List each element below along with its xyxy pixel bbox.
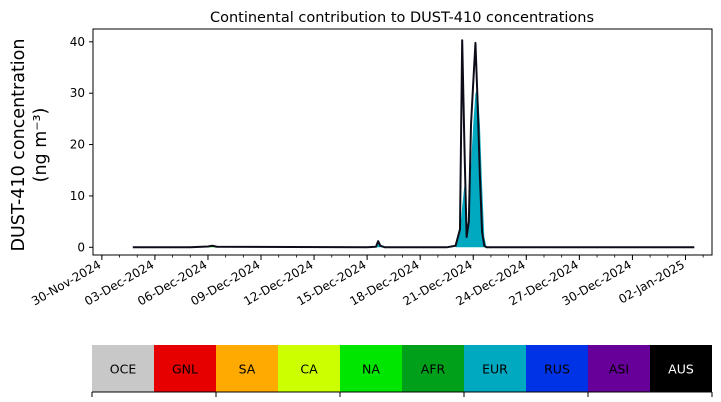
legend-swatch — [154, 345, 216, 392]
legend-swatch — [526, 345, 588, 392]
legend-label: NA — [362, 362, 380, 377]
legend-swatch — [402, 345, 464, 392]
legend-label: SA — [239, 362, 256, 377]
area-eur — [132, 88, 695, 248]
legend-item-na: NA — [340, 345, 402, 392]
y-axis-label-units: (ng m⁻³) — [31, 108, 51, 183]
legend-item-eur: EUR — [464, 345, 526, 392]
legend-swatch — [464, 345, 526, 392]
legend: OCE GNL SA CA NA AFR EUR RUS ASI AUS — [91, 345, 713, 397]
plot-frame — [92, 28, 713, 256]
chart-title: Continental contribution to DUST-410 con… — [210, 10, 594, 26]
legend-item-sa: SA — [216, 345, 278, 392]
legend-label: ASI — [609, 362, 629, 377]
legend-swatch — [340, 345, 402, 392]
legend-item-asi: ASI — [588, 345, 650, 392]
legend-label: RUS — [544, 362, 570, 377]
legend-label: EUR — [482, 362, 508, 377]
y-tick-label: 10 — [70, 189, 85, 203]
legend-item-afr: AFR — [402, 345, 464, 392]
y-tick-label: 20 — [70, 138, 85, 152]
legend-item-ca: CA — [278, 345, 340, 392]
legend-item-gnl: GNL — [154, 345, 216, 392]
y-tick-label: 0 — [77, 240, 85, 254]
y-axis-label: DUST-410 concentration (ng m⁻³) — [9, 39, 51, 252]
legend-item-aus: AUS — [650, 345, 712, 392]
y-axis-label-main: DUST-410 concentration — [9, 39, 29, 252]
plot-area: 01020304030-Nov-202403-Dec-202406-Dec-20… — [29, 28, 713, 308]
legend-swatch — [278, 345, 340, 392]
total-line — [132, 39, 695, 249]
legend-swatch — [588, 345, 650, 392]
y-tick-label: 40 — [70, 35, 85, 49]
legend-item-rus: RUS — [526, 345, 588, 392]
legend-label: AFR — [421, 362, 446, 377]
legend-label: GNL — [172, 362, 198, 377]
legend-label: AUS — [668, 362, 694, 377]
y-tick-label: 30 — [70, 86, 85, 100]
legend-label: OCE — [110, 362, 137, 377]
legend-swatch — [216, 345, 278, 392]
legend-item-oce: OCE — [92, 345, 154, 392]
legend-label: CA — [300, 362, 318, 377]
legend-swatch — [92, 345, 154, 392]
legend-swatch — [650, 345, 712, 392]
